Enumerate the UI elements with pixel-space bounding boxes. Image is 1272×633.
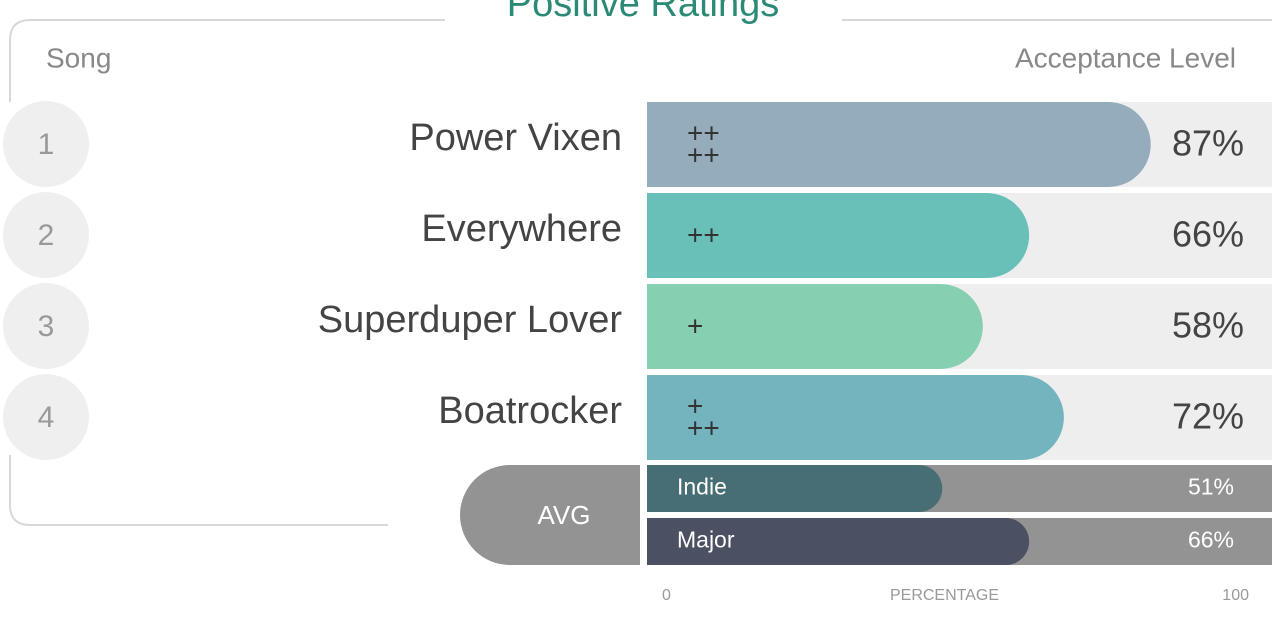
rank-label: 1 xyxy=(38,128,55,161)
avg-value: 66% xyxy=(1188,527,1234,553)
bar xyxy=(647,375,1064,460)
avg-bar xyxy=(647,465,943,512)
avg-category: Indie xyxy=(677,474,727,500)
category-label: Boatrocker xyxy=(438,390,622,432)
x-tick-label: 0 xyxy=(662,587,671,604)
value-label: 58% xyxy=(1172,305,1244,346)
rank-badge xyxy=(3,283,89,369)
rating-mark: ++ xyxy=(687,219,720,250)
value-label: 66% xyxy=(1172,214,1244,255)
rank-badge xyxy=(3,374,89,460)
rating-mark: ++ xyxy=(687,117,720,148)
bar xyxy=(647,193,1030,278)
rank-badge xyxy=(3,192,89,278)
bar xyxy=(647,102,1151,187)
rating-mark: ++ xyxy=(687,412,720,443)
category-label: Everywhere xyxy=(421,208,622,250)
avg-label: AVG xyxy=(538,500,591,530)
column-header: Song xyxy=(46,42,111,73)
chart-title: Positive Ratings xyxy=(507,0,779,25)
avg-pill xyxy=(460,465,640,565)
rank-label: 3 xyxy=(38,310,55,343)
rank-badge xyxy=(3,101,89,187)
rank-label: 4 xyxy=(38,401,55,434)
card-frame xyxy=(9,19,1272,526)
avg-value: 51% xyxy=(1188,474,1234,500)
x-tick-label: 100 xyxy=(1222,587,1249,604)
avg-category: Major xyxy=(677,527,735,553)
bar xyxy=(647,284,983,369)
rating-mark: ++ xyxy=(687,139,720,170)
category-label: Superduper Lover xyxy=(318,299,623,341)
x-axis-label: PERCENTAGE xyxy=(890,587,999,604)
avg-bar xyxy=(647,518,1030,565)
value-label: 72% xyxy=(1172,396,1244,437)
rating-mark: + xyxy=(687,310,703,341)
value-label: 87% xyxy=(1172,123,1244,164)
rank-label: 2 xyxy=(38,219,55,252)
column-header: Acceptance Level xyxy=(1015,42,1236,73)
rating-mark: + xyxy=(687,390,703,421)
category-label: Power Vixen xyxy=(409,117,622,159)
